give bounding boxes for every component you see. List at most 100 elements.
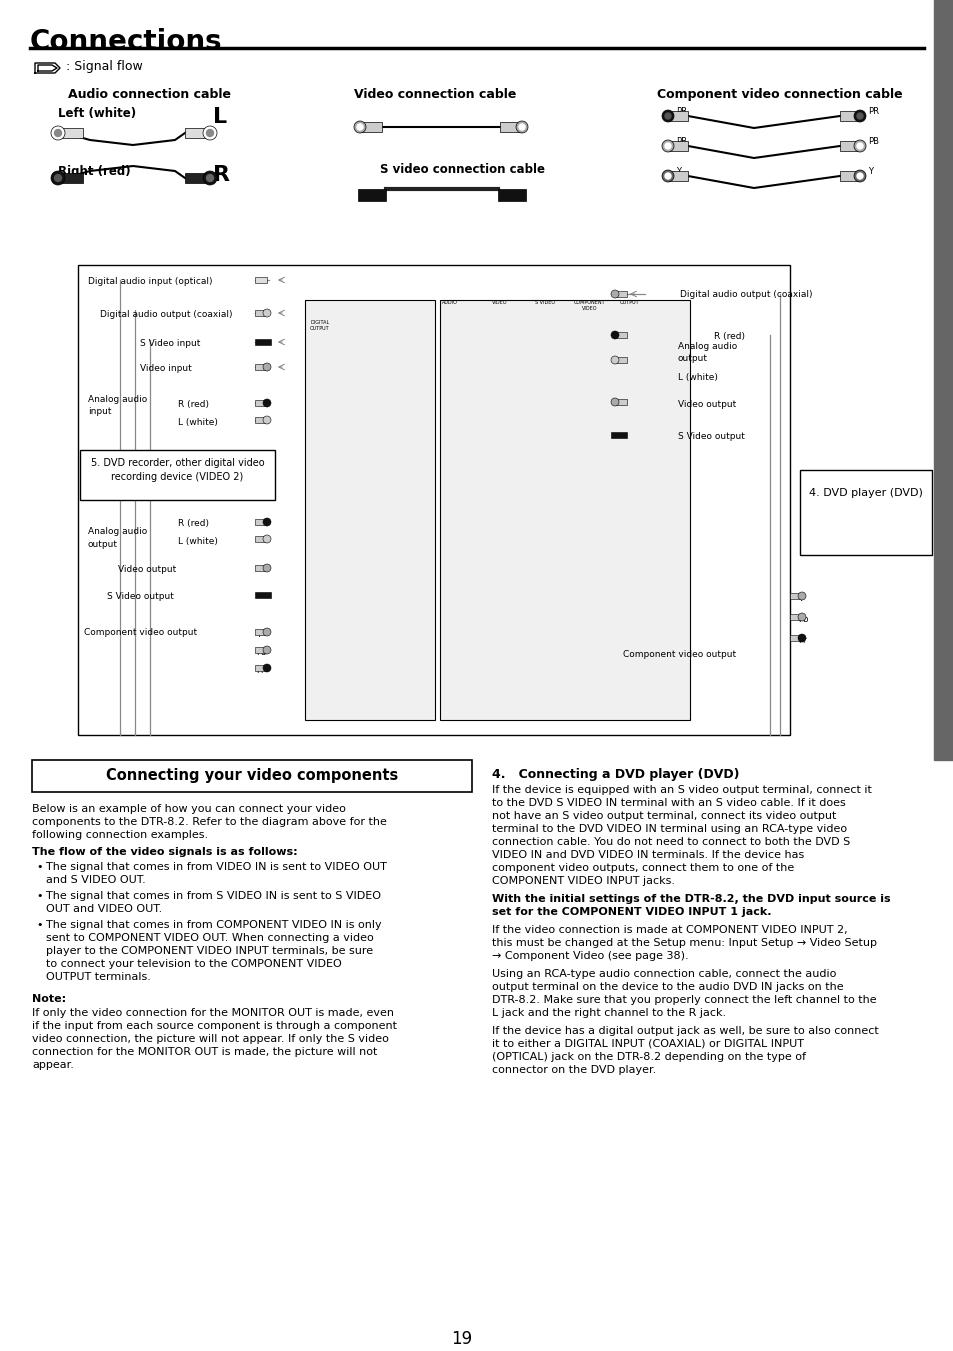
Text: to the DVD S VIDEO IN terminal with an S video cable. If it does: to the DVD S VIDEO IN terminal with an S… [492,798,845,808]
Bar [359,122,381,132]
Text: The signal that comes in from COMPONENT VIDEO IN is only: The signal that comes in from COMPONENT … [46,920,381,929]
Text: OUTPUT terminals.: OUTPUT terminals. [46,971,151,982]
Text: : Signal flow: : Signal flow [66,59,143,73]
Text: recording device (VIDEO 2): recording device (VIDEO 2) [112,471,243,482]
Text: Component video connection cable: Component video connection cable [657,88,902,101]
Circle shape [51,126,65,141]
Text: Analog audio: Analog audio [88,394,147,404]
Bar [254,592,271,598]
Circle shape [203,172,216,185]
Text: 19: 19 [451,1329,472,1348]
Text: input: input [88,407,112,416]
Text: PR: PR [867,107,878,116]
Text: R (red): R (red) [713,332,744,340]
Bar [789,593,801,598]
Text: appear.: appear. [32,1061,73,1070]
Text: set for the COMPONENT VIDEO INPUT 1 jack.: set for the COMPONENT VIDEO INPUT 1 jack… [492,907,771,917]
Text: Below is an example of how you can connect your video: Below is an example of how you can conne… [32,804,346,815]
Circle shape [263,563,271,571]
Circle shape [263,628,271,636]
Text: Y: Y [676,168,680,176]
Circle shape [797,592,805,600]
Bar [254,363,267,370]
Text: Video input: Video input [140,363,192,373]
Text: L (white): L (white) [178,417,217,427]
Text: COMPONENT VIDEO INPUT jacks.: COMPONENT VIDEO INPUT jacks. [492,875,675,886]
Bar [254,536,267,542]
Text: If the device is equipped with an S video output terminal, connect it: If the device is equipped with an S vide… [492,785,871,794]
Text: R: R [213,165,230,185]
Text: output terminal on the device to the audio DVD IN jacks on the: output terminal on the device to the aud… [492,982,842,992]
Circle shape [664,143,670,149]
Bar [615,290,626,297]
Bar [789,613,801,620]
Text: (OPTICAL) jack on the DTR-8.2 depending on the type of: (OPTICAL) jack on the DTR-8.2 depending … [492,1052,805,1062]
Text: The signal that comes in from VIDEO IN is sent to VIDEO OUT: The signal that comes in from VIDEO IN i… [46,862,387,871]
Circle shape [263,416,271,424]
Bar [357,189,386,201]
Circle shape [263,363,271,372]
Bar [615,399,626,405]
Text: R (red): R (red) [178,400,209,409]
Text: S video connection cable: S video connection cable [379,163,544,176]
Text: Pr: Pr [797,636,805,644]
Circle shape [206,130,213,136]
Circle shape [263,517,271,526]
Text: Connecting your video components: Connecting your video components [106,767,397,784]
Bar [254,339,271,345]
Text: Component video output: Component video output [84,628,197,638]
Polygon shape [38,65,57,72]
Bar [933,0,953,761]
Bar [499,122,521,132]
Text: and S VIDEO OUT.: and S VIDEO OUT. [46,875,146,885]
Text: Audio connection cable: Audio connection cable [69,88,232,101]
Text: video connection, the picture will not appear. If only the S video: video connection, the picture will not a… [32,1034,389,1044]
Text: not have an S video output terminal, connect its video output: not have an S video output terminal, con… [492,811,836,821]
Circle shape [610,331,618,339]
Bar [80,450,274,500]
Text: Right (red): Right (red) [58,165,131,178]
Text: COMPONENT
VIDEO: COMPONENT VIDEO [574,300,605,311]
Circle shape [661,170,673,182]
Bar [305,300,435,720]
Text: S Video output: S Video output [678,432,744,440]
Bar [615,357,626,363]
Bar [254,309,267,316]
Circle shape [797,634,805,642]
Circle shape [263,399,271,407]
Text: Analog audio: Analog audio [88,527,147,536]
Bar [254,277,267,282]
Text: OUT and VIDEO OUT.: OUT and VIDEO OUT. [46,904,162,915]
Bar [789,635,801,640]
Text: DTR-8.2. Make sure that you properly connect the left channel to the: DTR-8.2. Make sure that you properly con… [492,994,876,1005]
Text: if the input from each source component is through a component: if the input from each source component … [32,1021,396,1031]
Text: PB: PB [867,136,878,146]
Text: L: L [213,107,227,127]
Text: Connections: Connections [30,28,222,55]
Bar [800,470,931,555]
Text: to connect your television to the COMPONENT VIDEO: to connect your television to the COMPON… [46,959,341,969]
Bar [254,630,267,635]
Bar [497,189,525,201]
Text: •: • [36,892,43,901]
Text: If the device has a digital output jack as well, be sure to also connect: If the device has a digital output jack … [492,1025,878,1036]
Text: Digital audio input (optical): Digital audio input (optical) [88,277,213,286]
Text: 4. DVD player (DVD): 4. DVD player (DVD) [808,488,922,499]
Circle shape [263,309,271,317]
Circle shape [661,109,673,122]
Circle shape [856,113,862,119]
Bar [58,128,83,138]
Circle shape [263,663,271,671]
Text: If the video connection is made at COMPONENT VIDEO INPUT 2,: If the video connection is made at COMPO… [492,925,846,935]
Text: With the initial settings of the DTR-8.2, the DVD input source is: With the initial settings of the DTR-8.2… [492,894,890,904]
Circle shape [51,172,65,185]
Bar [185,128,210,138]
Circle shape [263,646,271,654]
Text: 4.   Connecting a DVD player (DVD): 4. Connecting a DVD player (DVD) [492,767,739,781]
Circle shape [664,113,670,119]
Text: OUTPUT: OUTPUT [619,300,639,305]
Text: Video output: Video output [118,565,176,574]
Text: Y: Y [797,594,802,603]
Bar [667,141,687,151]
Text: connection for the MONITOR OUT is made, the picture will not: connection for the MONITOR OUT is made, … [32,1047,377,1056]
